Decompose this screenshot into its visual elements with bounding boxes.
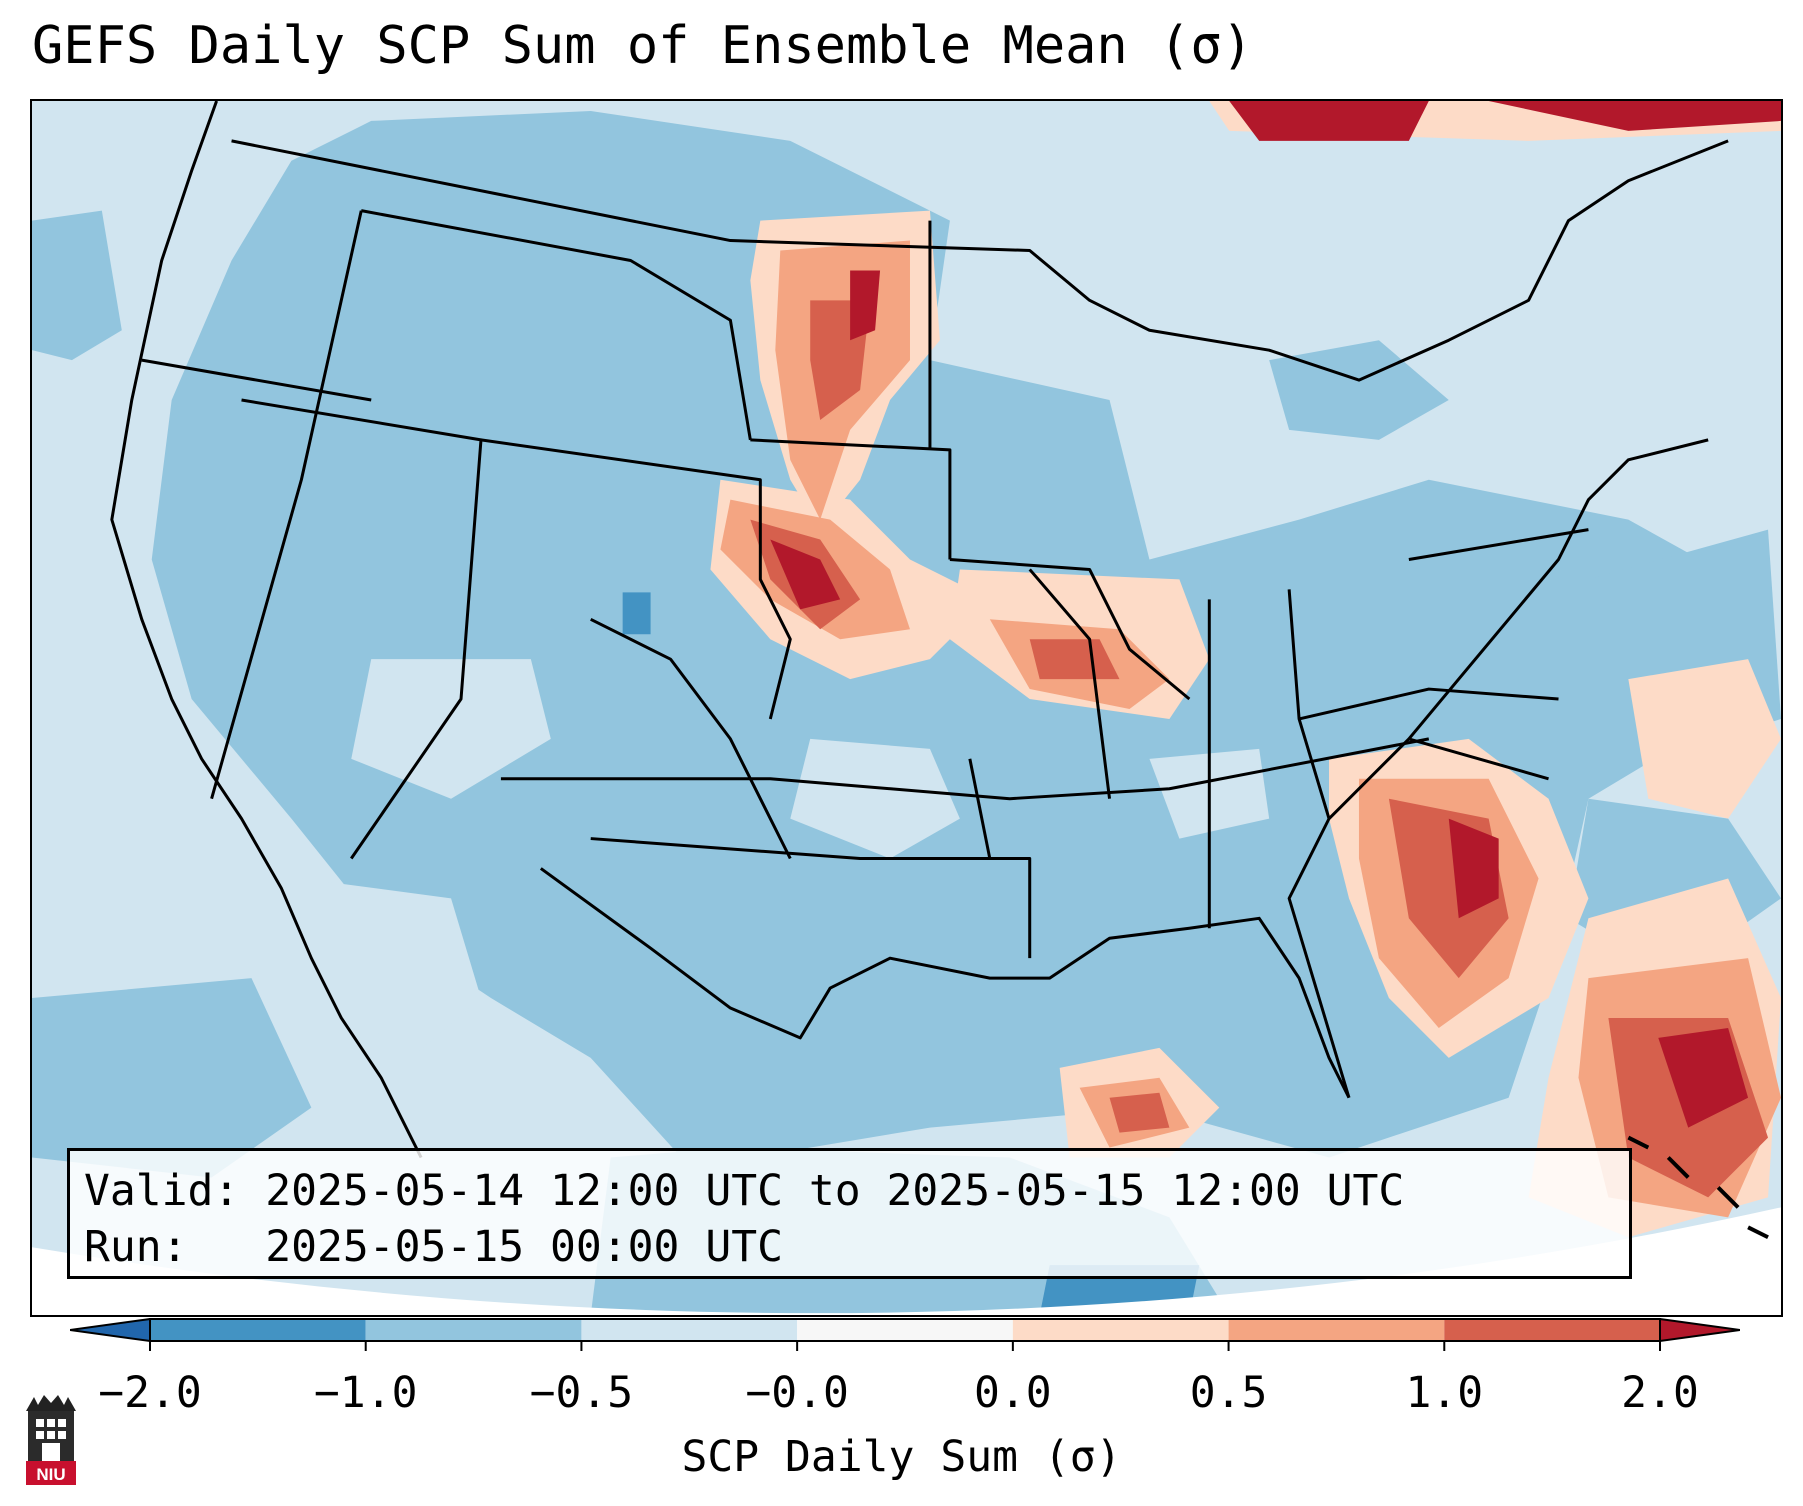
colorbar-tick-label: 0.0: [974, 1368, 1052, 1418]
colorbar-extend-under: [70, 1318, 151, 1343]
canada-border: [231, 139, 1729, 382]
colorbar-label: SCP Daily Sum (σ): [681, 1432, 1122, 1482]
colorbar-tick-label: −1.0: [313, 1368, 418, 1418]
domain-edge: [32, 1207, 1781, 1315]
colorbar-segment: [1012, 1319, 1229, 1341]
niu-logo-text: NIU: [36, 1465, 65, 1484]
colorbar-tick-label: 1.0: [1405, 1368, 1484, 1418]
run-time-text: Run: 2025-05-15 00:00 UTC: [84, 1222, 783, 1272]
near-neutral-areas: [301, 360, 1569, 1058]
valid-time-text: Valid: 2025-05-14 12:00 UTC to 2025-05-1…: [84, 1166, 1405, 1216]
boundary-lines: [110, 101, 1729, 1159]
gulf-coast: [539, 867, 1351, 1099]
colorbar: [70, 1318, 1740, 1351]
scp-anomaly-map: [32, 101, 1781, 1315]
colorbar-tick-label: 0.5: [1189, 1368, 1268, 1418]
colorbar-tick-label: −0.5: [529, 1368, 634, 1418]
colorbar-tick-label: −0.0: [745, 1368, 849, 1418]
map-panel: [30, 99, 1783, 1317]
niu-tower-logo: NIU: [26, 1395, 76, 1485]
colorbar-tick-label: −2.0: [98, 1368, 202, 1418]
colorbar-segment: [1444, 1319, 1660, 1341]
valid-time-box: Valid: 2025-05-14 12:00 UTC to 2025-05-1…: [67, 1148, 1632, 1279]
colorbar-segment: [150, 1319, 366, 1341]
colorbar-segment: [797, 1319, 1013, 1341]
west-coast: [110, 101, 423, 1159]
east-coast: [1287, 438, 1709, 1099]
islands: [1627, 1135, 1769, 1240]
positive-anomaly-max: [770, 101, 1781, 1128]
colorbar-segment: [1228, 1319, 1445, 1341]
page-title: GEFS Daily SCP Sum of Ensemble Mean (σ): [32, 16, 1253, 76]
colorbar-segment: [365, 1319, 582, 1341]
colorbar-extend-over: [1659, 1318, 1740, 1343]
colorbar-tick-label: 2.0: [1621, 1368, 1699, 1418]
colorbar-outline: [149, 1318, 1661, 1342]
colorbar-segment: [581, 1319, 798, 1341]
